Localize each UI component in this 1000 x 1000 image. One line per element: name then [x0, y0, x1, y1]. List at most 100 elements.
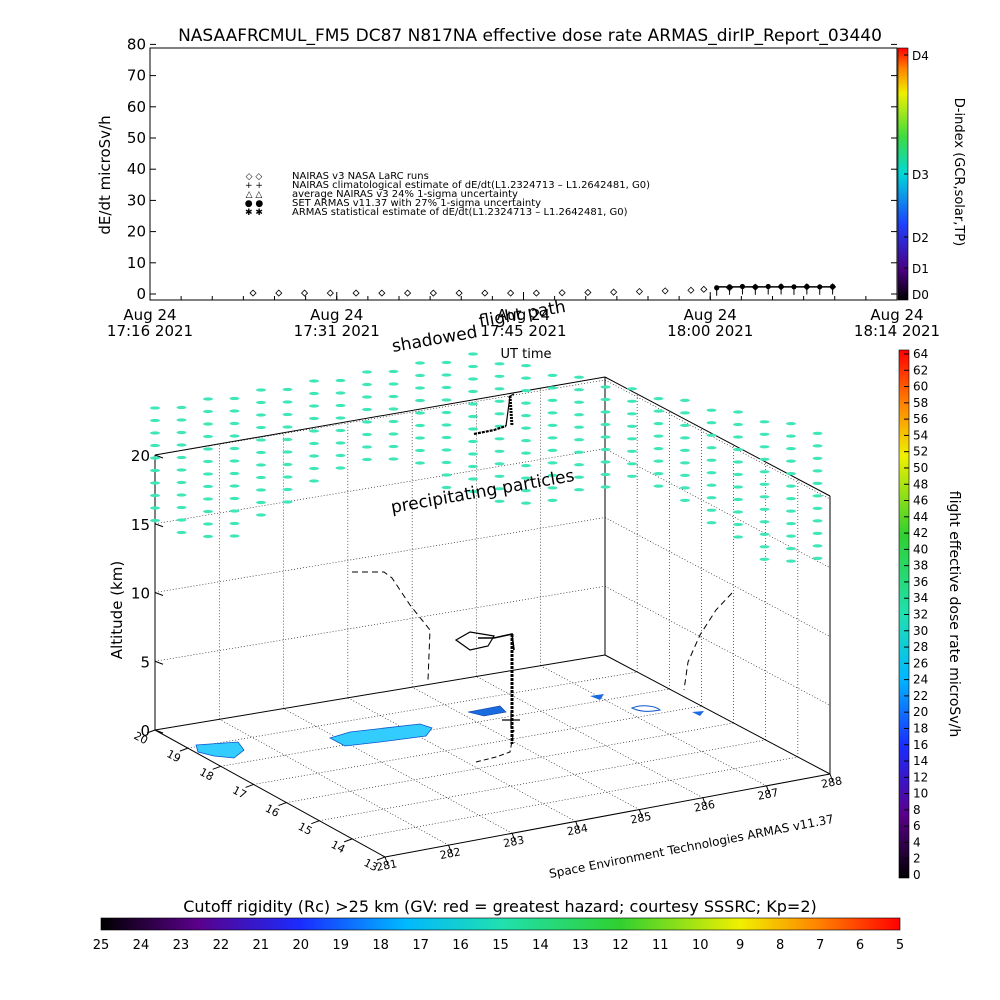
- precipitating-marker: [759, 457, 770, 461]
- precipitating-marker: [706, 408, 717, 412]
- longitude-tick-label: 282: [439, 845, 462, 862]
- cutoff-tick-label: 21: [253, 938, 270, 953]
- precipitating-marker: [203, 397, 213, 401]
- longitude-tick-mark: [638, 809, 643, 818]
- precipitating-marker: [309, 391, 319, 396]
- dose-tick-label: 48: [913, 477, 928, 491]
- cutoff-contours: [195, 694, 704, 759]
- precipitating-marker: [786, 422, 796, 426]
- latitude-tick-mark: [311, 820, 320, 825]
- precipitating-marker: [547, 486, 558, 490]
- floor-grid-line: [352, 756, 798, 840]
- top-y-tick-label: 70: [127, 67, 146, 85]
- precipitating-marker: [547, 411, 558, 415]
- precipitating-marker: [733, 535, 743, 539]
- nairas-point: [352, 289, 360, 297]
- precipitating-marker: [812, 556, 823, 561]
- altitude-tick-mark: [154, 729, 164, 734]
- altitude-axis: 0 5 10 15 20: [131, 447, 164, 740]
- precipitating-marker: [468, 439, 478, 444]
- precipitating-marker: [733, 435, 743, 439]
- top-y-tick-label: 60: [127, 98, 146, 116]
- latitude-tick-label: 20: [132, 729, 150, 747]
- back-wall-grid-line: [154, 517, 606, 593]
- precipitating-marker: [441, 448, 452, 452]
- side-wall-grid-line: [604, 448, 831, 569]
- precipitating-marker: [812, 481, 823, 485]
- precipitating-marker: [335, 391, 346, 395]
- dose-tick-label: 12: [913, 770, 928, 784]
- top-x-tick-label-date: Aug 24: [870, 306, 923, 324]
- precipitating-marker: [176, 530, 187, 535]
- dose-tick-label: 42: [913, 526, 928, 540]
- cutoff-tick-label: 16: [452, 938, 469, 953]
- contour-blob-2: [328, 723, 433, 747]
- precipitating-marker: [574, 388, 584, 392]
- nairas-point: [378, 289, 386, 297]
- precipitating-marker: [256, 513, 266, 517]
- precipitating-marker: [759, 507, 770, 511]
- dose-tick-label: 4: [913, 835, 921, 849]
- precipitating-marker: [786, 497, 796, 501]
- precipitating-marker: [627, 474, 637, 478]
- precipitating-marker: [706, 458, 717, 462]
- precipitating-marker: [706, 508, 717, 512]
- three-d-box: [154, 376, 831, 858]
- precipitating-marker: [150, 506, 160, 510]
- top-legend: ◇ ◇ NAIRAS v3 NASA LaRC runs + + NAIRAS cli…: [245, 171, 650, 218]
- annotation-shadowed: shadowed: [390, 322, 479, 357]
- precipitating-marker: [706, 471, 717, 475]
- precipitating-marker: [176, 480, 187, 485]
- precipitating-marker: [574, 450, 584, 454]
- precipitating-marker: [309, 454, 319, 458]
- precipitating-marker: [706, 521, 717, 525]
- dose-tick-label: 24: [913, 673, 928, 687]
- cutoff-tick-label: 9: [736, 938, 744, 953]
- precipitating-marker: [388, 457, 399, 461]
- precipitating-marker: [812, 444, 823, 448]
- precipitating-marker: [759, 495, 770, 499]
- precipitating-marker: [627, 437, 637, 441]
- precipitating-marker: [600, 460, 611, 464]
- armas-point: [830, 283, 836, 290]
- top-y-tick-label: 10: [127, 254, 146, 272]
- cutoff-tick-label: 23: [173, 938, 190, 953]
- altitude-tick-mark: [154, 592, 164, 596]
- precipitating-marker: [441, 473, 452, 477]
- latitude-tick-label: 15: [296, 820, 314, 838]
- precipitating-marker: [521, 389, 531, 393]
- latitude-tick-label: 14: [329, 838, 347, 856]
- precipitating-marker: [706, 483, 717, 487]
- precipitating-marker: [812, 494, 823, 498]
- contour-blob-1: [195, 741, 245, 759]
- altitude-tick-label: 20: [131, 447, 150, 465]
- dose-tick-label: 0: [913, 868, 921, 882]
- precipitating-marker: [627, 412, 637, 416]
- precipitating-marker: [733, 410, 743, 414]
- precipitating-marker: [574, 463, 584, 467]
- dindex-tick-label: D0: [912, 288, 929, 302]
- precipitating-marker: [335, 416, 346, 420]
- precipitating-marker: [786, 509, 796, 513]
- precipitating-marker: [706, 496, 717, 500]
- nairas-point: [481, 289, 489, 297]
- nairas-point: [507, 289, 515, 297]
- precipitating-marker: [229, 484, 240, 488]
- precipitating-marker: [574, 488, 584, 492]
- precipitating-marker: [653, 484, 664, 488]
- precipitating-marker: [574, 425, 584, 429]
- precipitating-marker: [362, 457, 372, 462]
- top-x-tick-label-time: 18:00 2021: [667, 322, 753, 340]
- nairas-point: [326, 289, 334, 297]
- precipitating-marker: [494, 399, 505, 403]
- precipitating-marker: [203, 484, 213, 489]
- precipitating-marker: [229, 496, 240, 501]
- precipitating-marker: [759, 545, 770, 549]
- altitude-axis-label: Altitude (km): [108, 561, 126, 659]
- precipitating-marker: [759, 420, 770, 424]
- contour-blob-3: [467, 705, 507, 717]
- precipitating-marker: [812, 531, 823, 536]
- precipitating-marker: [362, 382, 372, 387]
